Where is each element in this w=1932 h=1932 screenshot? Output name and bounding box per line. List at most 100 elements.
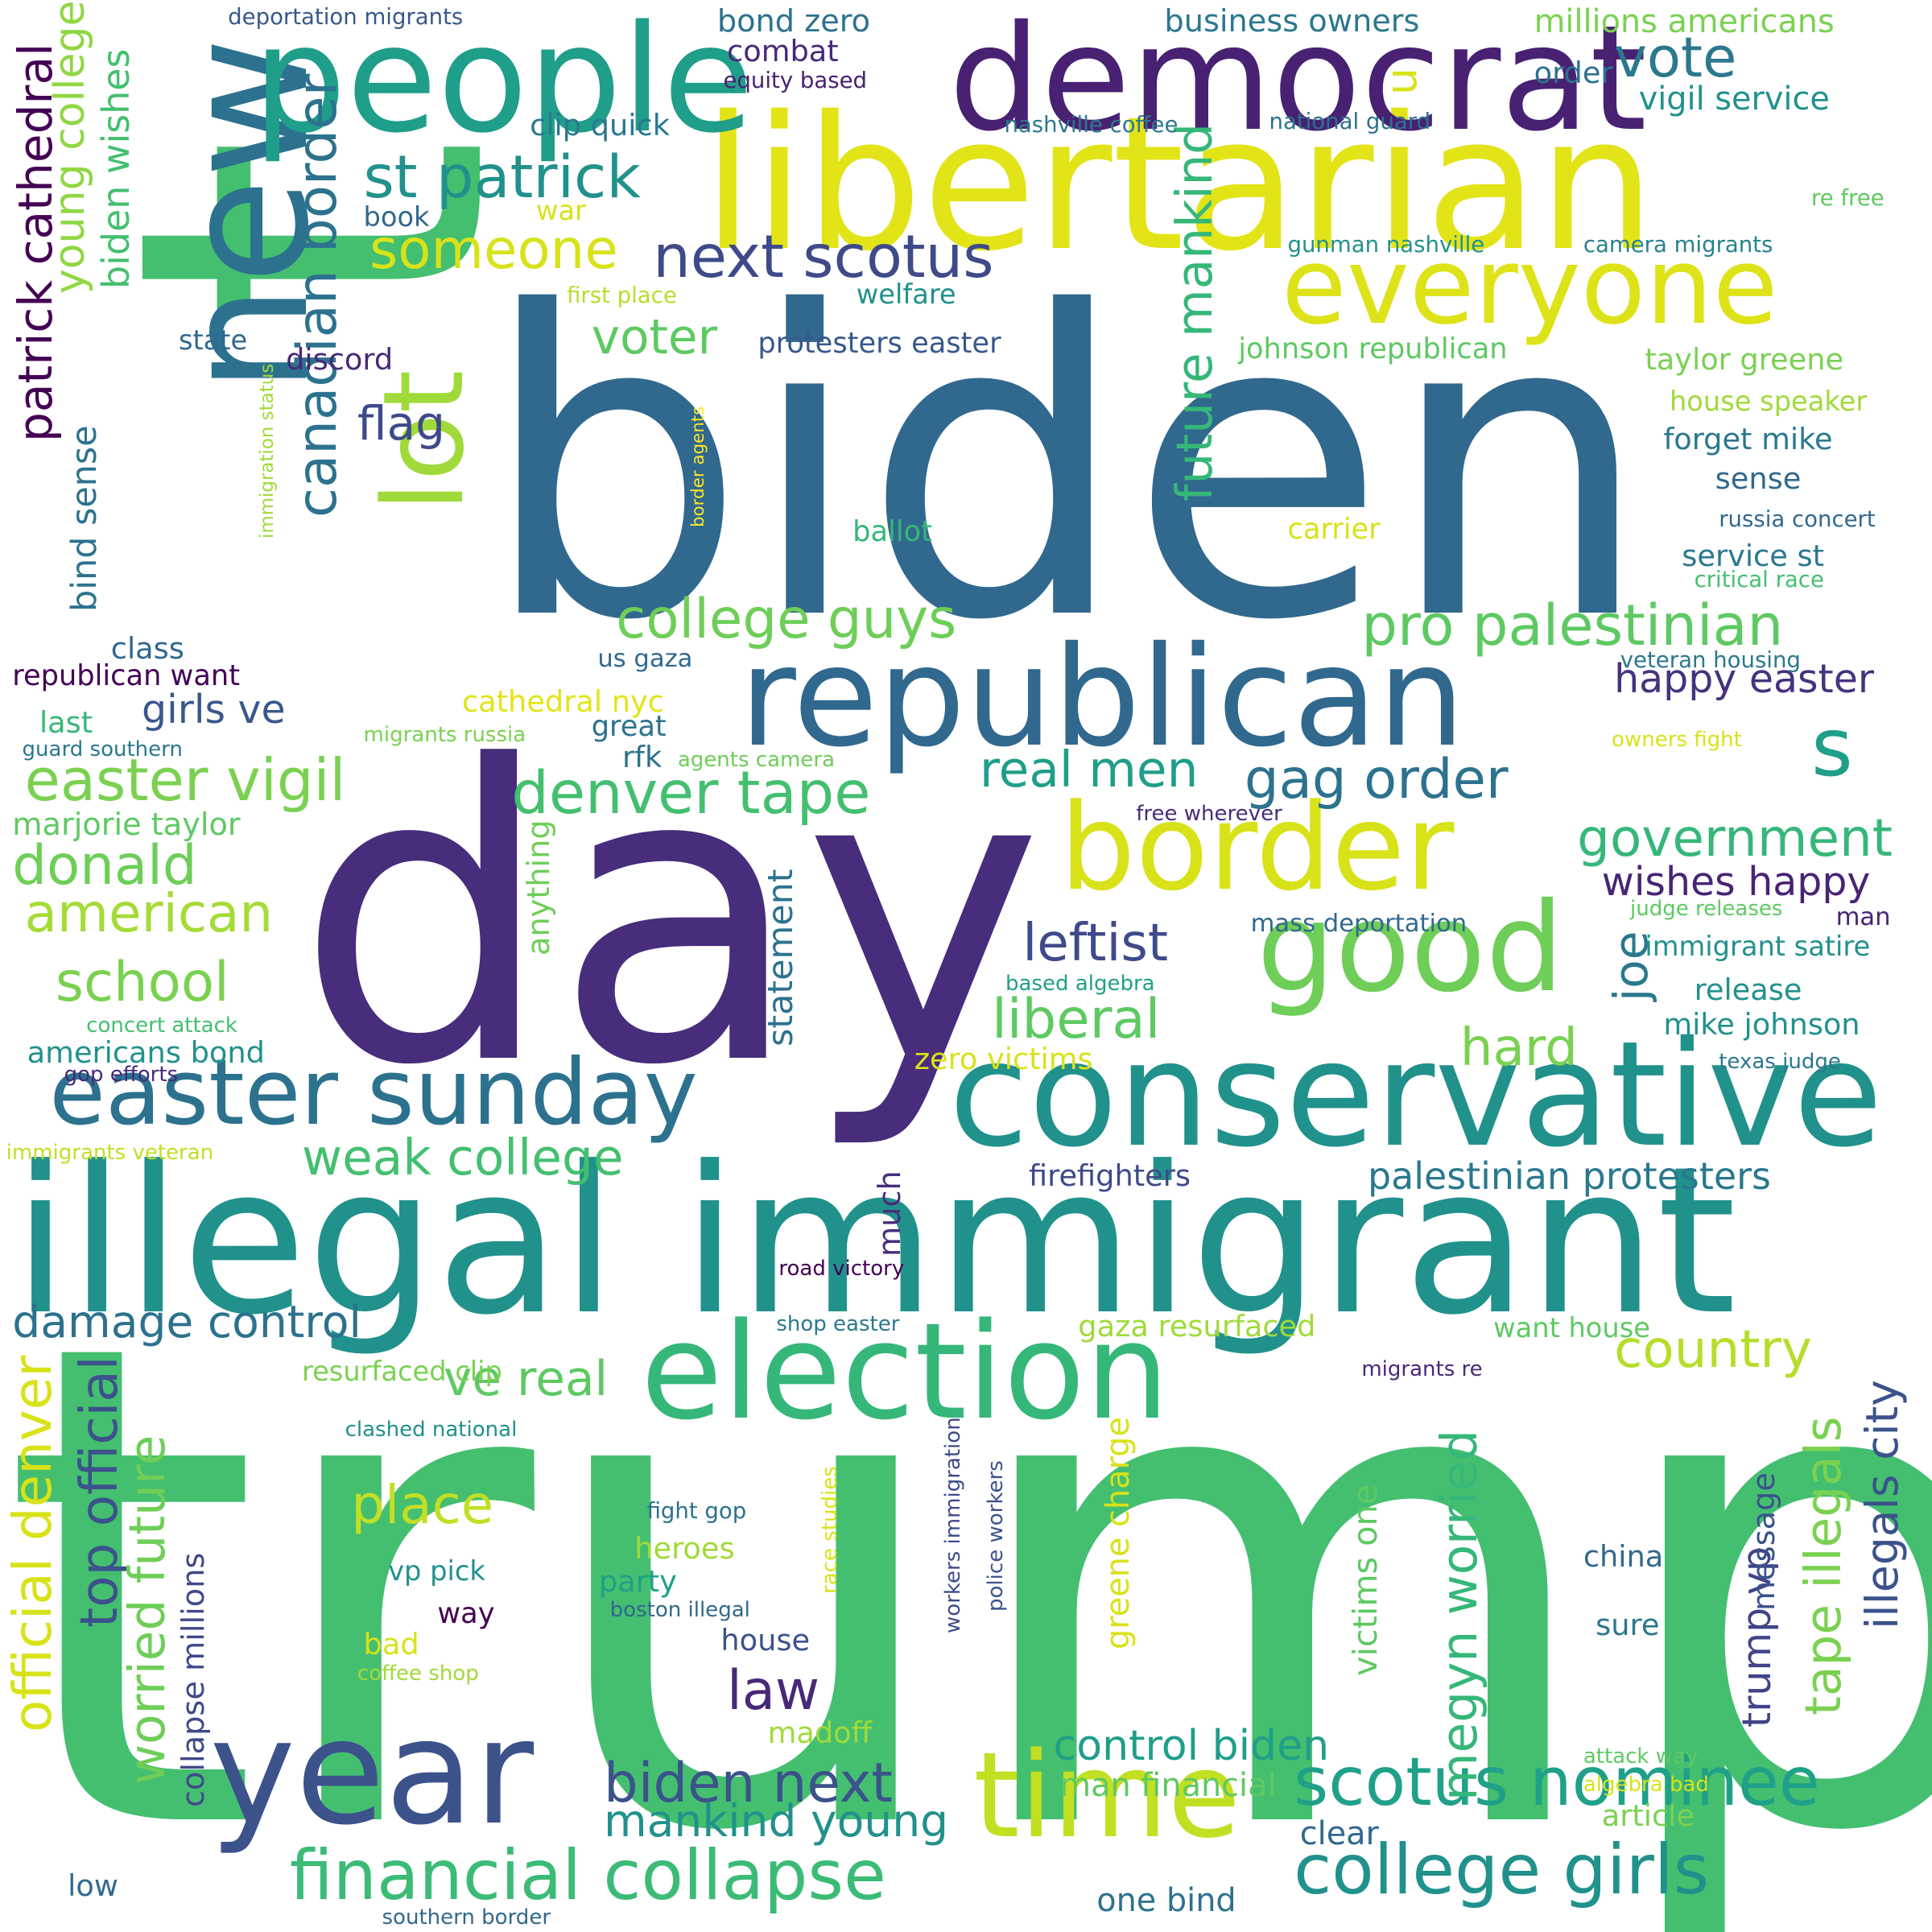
word-johnson-republican: johnson republican [1238,332,1508,366]
word-one-bind: one bind [1096,1881,1236,1919]
word-democrat: democrat [948,0,1647,163]
word-greene-charge: greene charge [1099,1417,1137,1650]
word-day: day [295,680,1044,1154]
word-millions-americans: millions americans [1534,2,1835,40]
word-hard: hard [1459,1018,1578,1079]
word-voter: voter [591,310,718,366]
word-fight-gop: fight gop [646,1498,747,1525]
word-country: country [1614,1319,1812,1381]
word-house: house [720,1623,811,1658]
word-discord: discord [286,341,394,377]
word-border-agents: border agents [688,406,709,528]
word-border: border [1059,778,1455,918]
word-liberal: liberal [992,987,1161,1051]
word-madoff: madoff [767,1715,872,1751]
word-election: election [640,1294,1170,1450]
word-equity-based: equity based [723,68,868,94]
word-gop-efforts: gop efforts [64,1063,179,1088]
word-americans-bond: americans bond [27,1035,265,1071]
word-easter-vigil: easter vigil [24,745,346,814]
word-statement: statement [760,869,801,1047]
word-migrants-re: migrants re [1361,1357,1483,1382]
word-bond-zero: bond zero [716,2,871,39]
word-biden: biden [480,224,1653,712]
word-college-guys: college guys [616,586,957,650]
word-last: last [39,705,93,741]
word-article: article [1601,1798,1695,1833]
word-s: s [1811,702,1853,795]
word-mass-deportation: mass deportation [1250,909,1468,938]
word-canadian-border: canadian border [284,73,349,518]
word-easter-sunday: easter sunday [49,1039,698,1146]
word-girls-ve: girls ve [142,687,286,733]
word-police-workers: police workers [984,1460,1009,1612]
word-book: book [363,200,430,233]
word-mike-johnson: mike johnson [1663,1007,1860,1042]
word-gag-order: gag order [1244,746,1509,811]
word-year: year [209,1687,535,1858]
word-carrier: carrier [1287,512,1381,546]
word-school: school [55,950,229,1014]
word-race-studies: race studies [817,1466,842,1595]
word-boston-illegal: boston illegal [609,1597,750,1622]
word-protesters-easter: protesters easter [758,326,1001,360]
word-trump: trump [0,1202,1932,1932]
word-american: american [24,882,274,945]
word-welfare: welfare [856,278,956,310]
word-shop-easter: shop easter [776,1311,900,1336]
word-wishes-happy: wishes happy [1601,859,1871,906]
word-us-gaza: us gaza [597,644,693,673]
word-bad: bad [363,1627,419,1662]
word-business-owners: business owners [1164,2,1420,39]
word-coffee-shop: coffee shop [357,1662,479,1686]
word-critical-race: critical race [1694,567,1824,593]
word-ve-real: ve real [444,1351,609,1407]
word-camera-migrants: camera migrants [1583,231,1773,258]
word-scotus-nominee: scotus nominee [1294,1744,1820,1822]
word-concert-attack: concert attack [86,1013,237,1038]
word-china: china [1583,1539,1664,1575]
word-first-place: first place [567,282,677,308]
word-next-scotus: next scotus [653,223,994,292]
word-party: party [598,1563,677,1599]
word-veteran-housing: veteran housing [1620,646,1801,673]
word-place: place [351,1473,494,1536]
word-re-free: re free [1811,184,1885,211]
word-u: u [1376,68,1427,96]
word-marjorie-taylor: marjorie taylor [12,806,241,843]
word-clear: clear [1299,1815,1379,1853]
word-based-algebra: based algebra [1005,972,1155,997]
word-texas-judge: texas judge [1719,1049,1841,1074]
word-ballot: ballot [852,514,932,548]
word-illegal-immigrant: illegal immigrant [12,1122,1737,1360]
word-palestinian-protesters: palestinian protesters [1367,1154,1771,1198]
word-resurfaced-clip: resurfaced clip [302,1355,502,1387]
word-much: much [871,1170,908,1257]
word-house-speaker: house speaker [1669,386,1868,418]
word-pro-palestinian: pro palestinian [1361,592,1784,659]
word-future-mankind: future mankind [1166,122,1224,502]
word-law: law [727,1658,820,1723]
word-state: state [178,324,248,356]
word-way: way [437,1596,495,1630]
word-forget-mike: forget mike [1663,422,1833,457]
word-great: great [591,709,667,743]
word-republican: republican [739,617,1465,778]
word-time: time [973,1727,1241,1865]
word-good: good [1257,877,1564,1021]
word-nashville-coffee: nashville coffee [1004,112,1179,138]
word-flag: flag [357,396,446,452]
word-firefighters: firefighters [1029,1158,1191,1194]
word-deportation-migrants: deportation migrants [228,3,464,30]
word-someone: someone [369,217,618,281]
word-worried-future: worried future [119,1435,177,1785]
word-taylor-greene: taylor greene [1645,341,1844,377]
word-immigrant-satire: immigrant satire [1645,930,1871,962]
word-release: release [1694,972,1802,1008]
word-class: class [110,631,184,667]
word-young-college: young college [46,0,95,294]
word-immigrants-veteran: immigrants veteran [6,1140,214,1165]
word-service-st: service st [1682,539,1825,574]
word-real-men: real men [979,741,1199,799]
